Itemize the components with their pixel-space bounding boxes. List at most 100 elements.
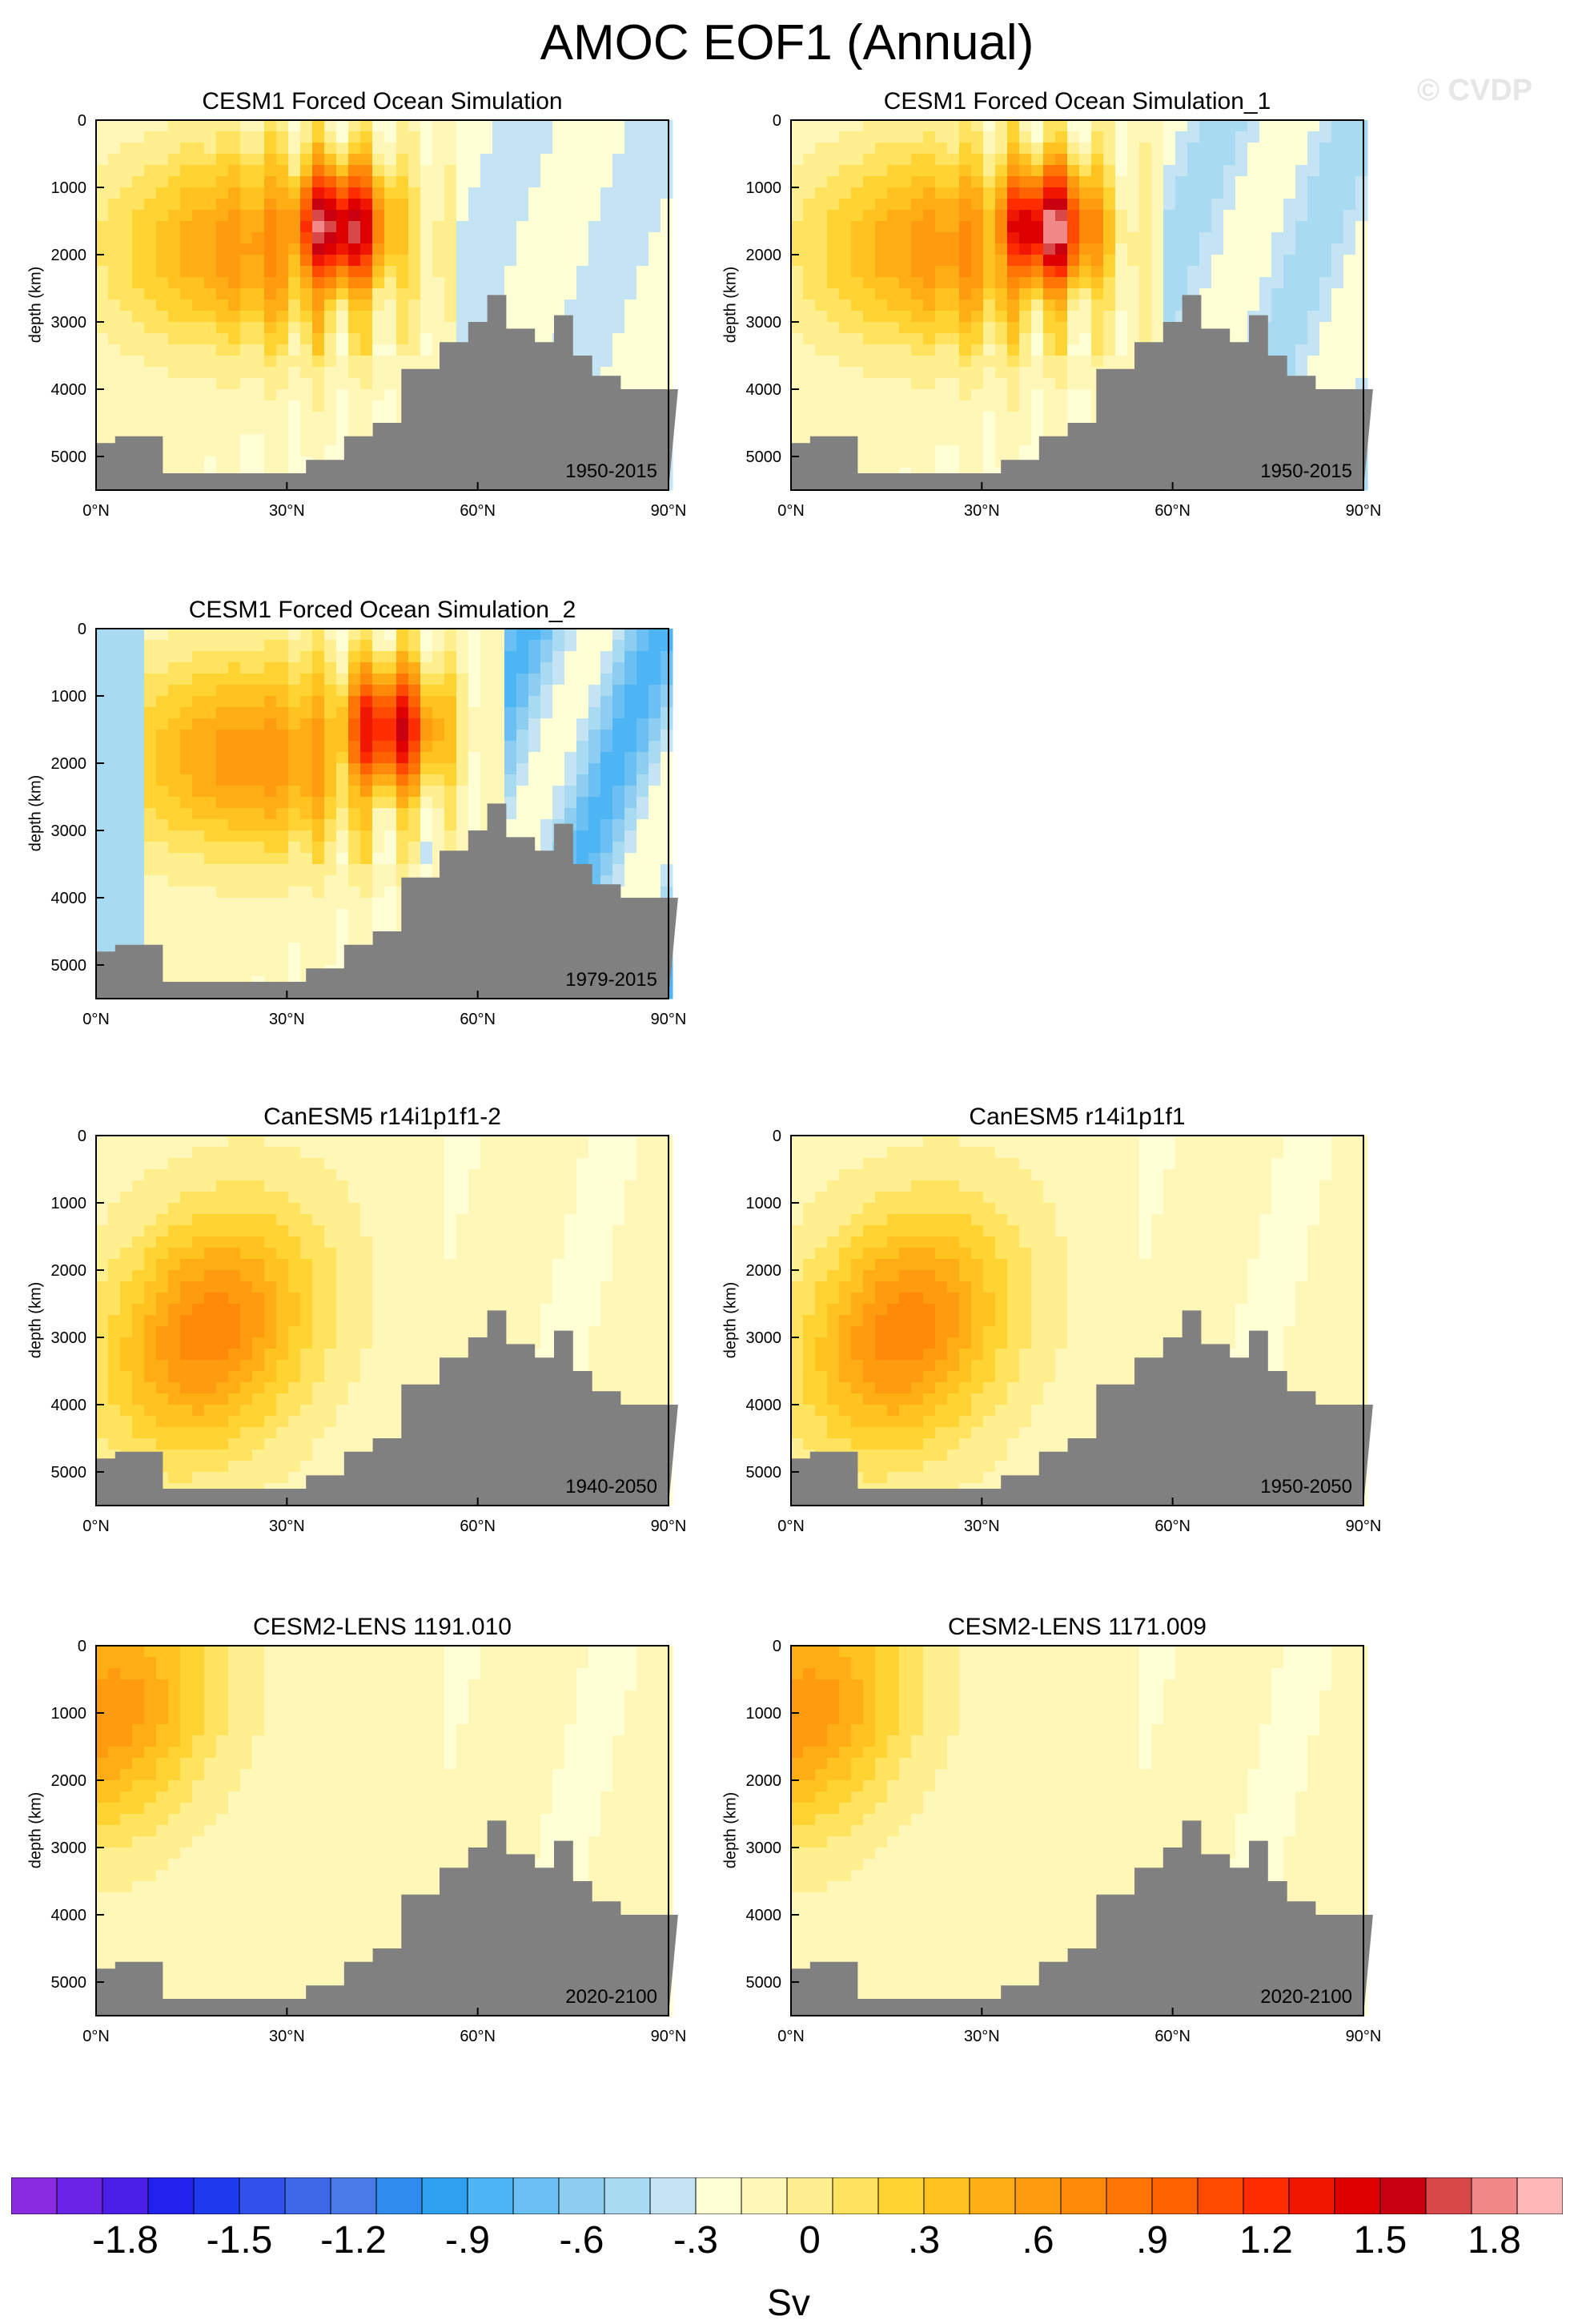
- heatmap-cell: [875, 255, 888, 267]
- heatmap-cell: [372, 210, 385, 222]
- heatmap-cell: [228, 434, 241, 446]
- heatmap-cell: [372, 154, 385, 166]
- heatmap-cell: [108, 730, 121, 742]
- heatmap-cell: [324, 210, 337, 222]
- heatmap-cell: [108, 378, 121, 390]
- heatmap-cell: [288, 154, 301, 166]
- heatmap-cell: [923, 423, 936, 435]
- heatmap-cell: [264, 898, 277, 910]
- heatmap-cell: [372, 277, 385, 289]
- heatmap-cell: [1067, 378, 1080, 390]
- heatmap-cell: [252, 909, 265, 921]
- heatmap-cell: [120, 898, 133, 910]
- heatmap-cell: [348, 221, 361, 233]
- heatmap-cell: [156, 322, 169, 334]
- heatmap-cell: [132, 819, 145, 831]
- heatmap-cell: [1343, 131, 1356, 143]
- heatmap-cell: [192, 808, 205, 820]
- heatmap-cell: [252, 456, 265, 468]
- heatmap-cell: [264, 277, 277, 289]
- heatmap-cell: [324, 165, 337, 177]
- heatmap-cell: [516, 187, 529, 199]
- heatmap-cell: [1283, 131, 1296, 143]
- heatmap-cell: [240, 808, 253, 820]
- heatmap-cell: [108, 1180, 121, 1192]
- heatmap-cell: [661, 356, 673, 368]
- heatmap-cell: [192, 741, 205, 753]
- heatmap-cell: [468, 696, 481, 708]
- heatmap-cell: [947, 322, 960, 334]
- heatmap-cell: [935, 187, 948, 199]
- heatmap-cell: [384, 887, 397, 899]
- heatmap-cell: [624, 154, 637, 166]
- heatmap-cell: [815, 154, 828, 166]
- heatmap-cell: [420, 685, 433, 697]
- heatmap-cell: [887, 187, 900, 199]
- heatmap-cell: [336, 774, 349, 786]
- heatmap-cell: [1103, 143, 1116, 155]
- heatmap-cell: [252, 920, 265, 932]
- heatmap-cell: [1139, 199, 1152, 211]
- heatmap-cell: [396, 176, 409, 188]
- heatmap-cell: [1223, 243, 1236, 255]
- heatmap-cell: [636, 187, 649, 199]
- heatmap-cell: [180, 165, 193, 177]
- heatmap-cell: [144, 243, 157, 255]
- heatmap-cell: [324, 696, 337, 708]
- heatmap-cell: [252, 400, 265, 412]
- heatmap-cell: [384, 367, 397, 379]
- heatmap-cell: [180, 864, 193, 876]
- heatmap-cell: [911, 176, 924, 188]
- heatmap-cell: [336, 887, 349, 899]
- heatmap-cell: [432, 774, 445, 786]
- heatmap-cell: [132, 763, 145, 775]
- heatmap-cell: [923, 154, 936, 166]
- heatmap-cell: [144, 1236, 157, 1248]
- heatmap-cell: [204, 288, 217, 300]
- heatmap-cell: [887, 255, 900, 267]
- heatmap-cell: [348, 356, 361, 368]
- heatmap-cell: [144, 322, 157, 334]
- heatmap-cell: [360, 640, 373, 652]
- heatmap-cell: [360, 730, 373, 742]
- heatmap-cell: [504, 221, 517, 233]
- heatmap-cell: [144, 629, 157, 641]
- heatmap-cell: [132, 412, 145, 424]
- heatmap-cell: [1031, 344, 1044, 356]
- heatmap-cell: [1163, 255, 1176, 267]
- heatmap-cell: [192, 685, 205, 697]
- heatmap-cell: [1283, 221, 1296, 233]
- heatmap-cell: [204, 232, 217, 244]
- heatmap-cell: [1259, 255, 1272, 267]
- heatmap-cell: [444, 288, 457, 300]
- heatmap-cell: [108, 300, 121, 312]
- heatmap-cell: [336, 752, 349, 764]
- heatmap-cell: [264, 842, 277, 854]
- heatmap-cell: [276, 199, 289, 211]
- heatmap-cell: [468, 651, 481, 663]
- heatmap-cell: [791, 143, 804, 155]
- heatmap-cell: [1127, 288, 1140, 300]
- heatmap-cell: [264, 954, 277, 966]
- heatmap-cell: [228, 864, 241, 876]
- heatmap-cell: [264, 685, 277, 697]
- heatmap-cell: [1079, 232, 1092, 244]
- heatmap-cell: [552, 120, 565, 132]
- heatmap-cell: [168, 741, 181, 753]
- heatmap-cell: [1307, 120, 1320, 132]
- heatmap-cell: [420, 199, 433, 211]
- heatmap-cell: [923, 378, 936, 390]
- heatmap-cell: [1067, 255, 1080, 267]
- heatmap-cell: [312, 120, 325, 132]
- heatmap-cell: [252, 819, 265, 831]
- heatmap-cell: [899, 400, 912, 412]
- heatmap-cell: [420, 752, 433, 764]
- heatmap-cell: [132, 887, 145, 899]
- heatmap-cell: [612, 651, 625, 663]
- heatmap-cell: [408, 752, 421, 764]
- x-tick-label: 30°N: [964, 502, 1000, 520]
- heatmap-cell: [132, 808, 145, 820]
- heatmap-cell: [180, 853, 193, 865]
- heatmap-cell: [839, 300, 852, 312]
- heatmap-cell: [372, 786, 385, 798]
